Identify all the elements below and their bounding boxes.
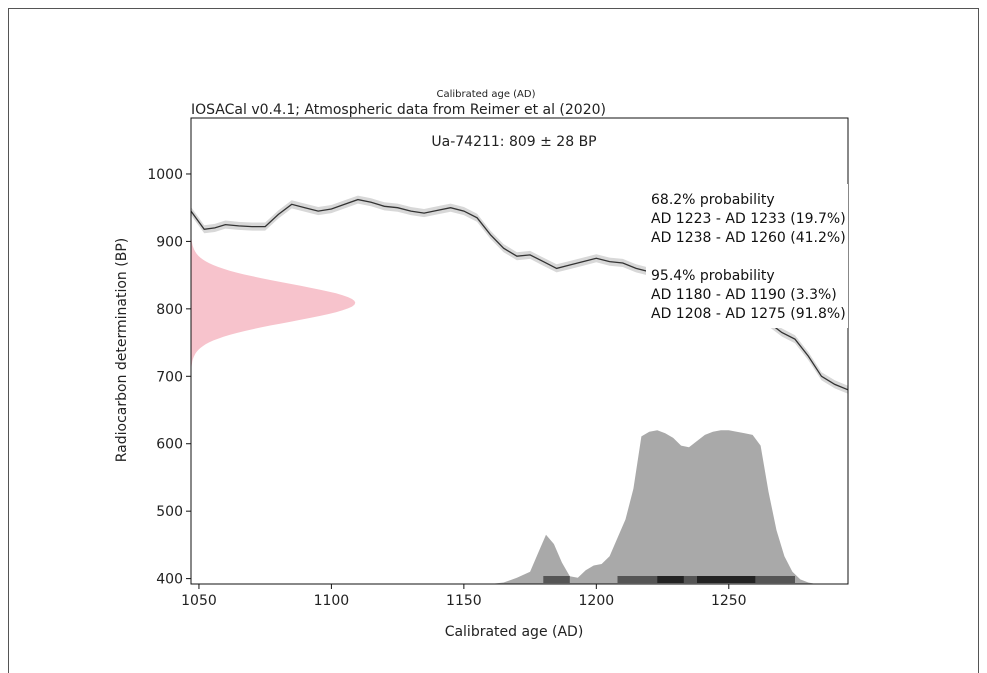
x-tick-label: 1200 [579, 593, 615, 609]
sample-label: Ua-74211: 809 ± 28 BP [431, 134, 596, 150]
x-axis-label: Calibrated age (AD) [445, 624, 584, 640]
y-axis-label: Radiocarbon determination (BP) [114, 238, 130, 462]
y-tick-label: 900 [156, 234, 183, 250]
p95-title: 95.4% probability [651, 268, 775, 284]
p68-title: 68.2% probability [651, 192, 775, 208]
interval-68-bar [657, 576, 684, 583]
probability-legend-bg [646, 184, 848, 328]
top-axis-label: Calibrated age (AD) [436, 89, 535, 100]
y-tick-label: 1000 [147, 167, 183, 183]
interval-68-bar [697, 576, 756, 583]
p95-line-2: AD 1208 - AD 1275 (91.8%) [651, 306, 846, 322]
interval-95-bar [543, 576, 570, 583]
plot-area: 1050 1100 1150 1200 1250 400 500 600 700 800 900 10… [147, 117, 849, 609]
y-tick-label: 400 [156, 572, 183, 588]
y-tick-label: 500 [156, 504, 183, 520]
probability-legend: 68.2% probability AD 1223 - AD 1233 (19.… [646, 184, 848, 328]
y-tick-label: 800 [156, 302, 183, 318]
chart-title: IOSACal v0.4.1; Atmospheric data from Re… [191, 102, 606, 118]
p68-line-1: AD 1223 - AD 1233 (19.7%) [651, 211, 846, 227]
x-tick-label: 1150 [446, 593, 482, 609]
x-tick-label: 1050 [181, 593, 217, 609]
y-tick-label: 600 [156, 437, 183, 453]
y-tick-label: 700 [156, 369, 183, 385]
calibrated-density [490, 430, 817, 584]
x-tick-label: 1100 [314, 593, 350, 609]
p95-line-1: AD 1180 - AD 1190 (3.3%) [651, 287, 837, 303]
figure-frame [8, 8, 979, 673]
x-tick-label: 1250 [711, 593, 747, 609]
axes-frame [190, 117, 849, 585]
p68-line-2: AD 1238 - AD 1260 (41.2%) [651, 230, 846, 246]
radiocarbon-distribution [191, 227, 356, 379]
